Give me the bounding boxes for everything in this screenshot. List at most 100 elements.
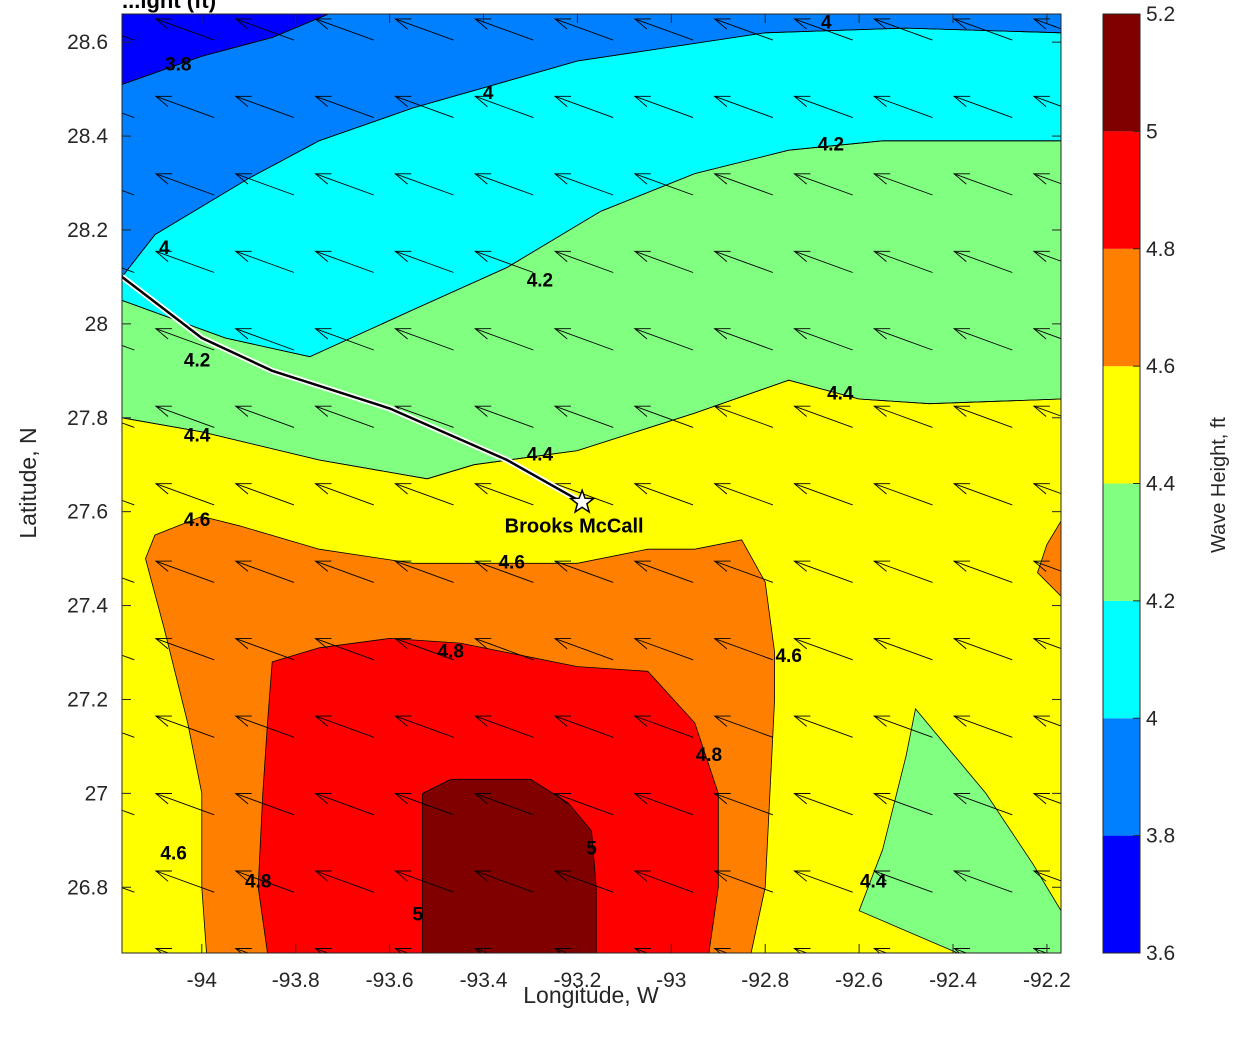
- vector-arrowhead-116: [713, 948, 731, 953]
- vector-arrow-64: [395, 948, 409, 953]
- vector-arrow-45: [315, 483, 374, 506]
- vector-arrowhead-60: [394, 638, 412, 650]
- vector-arrowhead-44: [314, 405, 332, 417]
- vector-arrowhead-35: [234, 715, 252, 727]
- contour-line-4: [122, 379, 1061, 953]
- vector-arrowhead-51: [314, 948, 332, 953]
- vector-arrowhead-24: [154, 870, 172, 882]
- vector-arrowhead-59: [394, 560, 412, 572]
- vector-arrowhead-37: [234, 870, 252, 882]
- vector-arrowhead-120: [793, 250, 811, 262]
- vector-arrowhead-163: [1032, 560, 1050, 572]
- vector-arrowhead-71: [473, 483, 492, 495]
- vector-arrowhead-80: [553, 173, 571, 185]
- y-tick-label-0: 28.6: [67, 31, 108, 54]
- vector-arrowhead-145: [952, 173, 971, 185]
- vector-arrowhead-33: [234, 560, 252, 572]
- colorbar-tick-label-4: 4.4: [1146, 473, 1176, 496]
- vector-arrow-15: [155, 173, 215, 196]
- vector-arrow-162: [1033, 483, 1061, 495]
- vector-arrowhead-78: [553, 18, 571, 30]
- vector-arrowhead-16: [154, 250, 172, 262]
- vector-arrowhead-97: [633, 483, 651, 495]
- vector-arrowhead-117: [793, 18, 811, 30]
- station-marker-group: Brooks McCall: [505, 488, 644, 537]
- contour-label-4: 4.2: [818, 135, 844, 156]
- vector-arrowhead-28: [234, 173, 252, 185]
- vector-arrow-130: [874, 18, 933, 41]
- vector-arrowhead-29: [234, 250, 252, 262]
- vector-arrow-23: [155, 793, 215, 816]
- vector-arrowhead-46: [314, 560, 332, 572]
- vector-arrow-18: [155, 405, 215, 428]
- vector-arrow-51: [315, 948, 330, 953]
- vector-arrow-39: [315, 18, 374, 41]
- vector-arrow-31: [235, 405, 295, 428]
- vector-arrow-62: [395, 793, 454, 816]
- vector-arrowhead-82: [553, 328, 571, 340]
- vector-arrowhead-136: [872, 483, 891, 495]
- vector-arrow-158: [1033, 173, 1061, 185]
- vector-arrow-128: [794, 870, 853, 893]
- vector-arrowhead-127: [793, 793, 811, 805]
- vector-arrow-83: [554, 405, 614, 428]
- vector-arrowhead-8: [76, 639, 92, 649]
- vector-arrowhead-53: [394, 95, 412, 107]
- vector-arrow-43: [315, 328, 374, 351]
- y-tick-label-1: 28.4: [67, 125, 108, 148]
- vector-arrow-48: [315, 715, 374, 738]
- vector-arrowhead-167: [1032, 870, 1050, 882]
- colorbar-swatch-4: [1103, 366, 1140, 484]
- vector-arrow-134: [874, 328, 933, 351]
- x-tick-label-4: -93.2: [553, 969, 601, 992]
- vector-arrowhead-39: [314, 18, 332, 30]
- vector-arrowhead-1: [76, 96, 92, 106]
- vector-arrow-60: [395, 638, 454, 661]
- vector-arrowhead-134: [872, 328, 891, 340]
- vector-arrow-77: [475, 948, 489, 953]
- vector-arrow-136: [874, 483, 933, 506]
- vector-arrowhead-115: [713, 870, 731, 882]
- vector-arrow-73: [475, 638, 534, 661]
- contour-line-7: [1037, 520, 1061, 597]
- vector-arrowhead-26: [234, 18, 252, 30]
- vector-arrowhead-73: [473, 638, 492, 650]
- x-tick-label-8: -92.4: [929, 969, 977, 992]
- vector-arrowhead-132: [872, 173, 891, 185]
- y-axis-ticks: 28.6 28.4 28.2 28 27.8 27.6 27.4 27.2 27 26.8: [67, 31, 1061, 899]
- vector-arrowhead-161: [1032, 405, 1050, 417]
- vector-arrow-92: [634, 95, 694, 119]
- vector-arrow-5: [122, 422, 135, 428]
- vector-arrow-140: [874, 793, 933, 816]
- vector-arrowhead-158: [1032, 173, 1050, 185]
- vector-arrow-80: [554, 173, 614, 196]
- vector-arrowhead-89: [553, 870, 571, 882]
- vector-arrowhead-32: [234, 483, 252, 495]
- vector-arrow-67: [475, 173, 534, 196]
- vector-arrow-163: [1033, 560, 1061, 572]
- vector-arrowhead-152: [952, 715, 971, 727]
- vector-arrow-141: [874, 870, 933, 893]
- vector-arrow-108: [714, 328, 774, 351]
- vector-arrow-37: [235, 870, 295, 893]
- vector-arrow-167: [1033, 870, 1061, 882]
- x-tick-label-1: -93.8: [272, 969, 320, 992]
- x-tick-label-3: -93.4: [460, 969, 508, 992]
- vector-arrowhead-105: [713, 95, 731, 107]
- vector-arrow-107: [714, 250, 774, 273]
- vector-arrowhead-88: [553, 793, 572, 805]
- vector-arrowhead-111: [713, 560, 731, 572]
- vector-arrowhead-162: [1032, 483, 1050, 495]
- vector-arrow-8: [122, 654, 135, 661]
- vector-arrow-161: [1033, 405, 1061, 417]
- vector-arrowhead-129: [793, 948, 811, 953]
- vector-arrow-86: [554, 638, 614, 661]
- vector-arrowhead-109: [713, 405, 731, 417]
- vector-arrowhead-27: [234, 95, 252, 107]
- vector-arrowhead-77: [473, 948, 492, 953]
- vector-arrowhead-104: [713, 18, 731, 30]
- contour-fill-regions: [122, 14, 1061, 953]
- vector-arrow-159: [1033, 250, 1061, 262]
- contour-label-9: 4.4: [527, 444, 554, 465]
